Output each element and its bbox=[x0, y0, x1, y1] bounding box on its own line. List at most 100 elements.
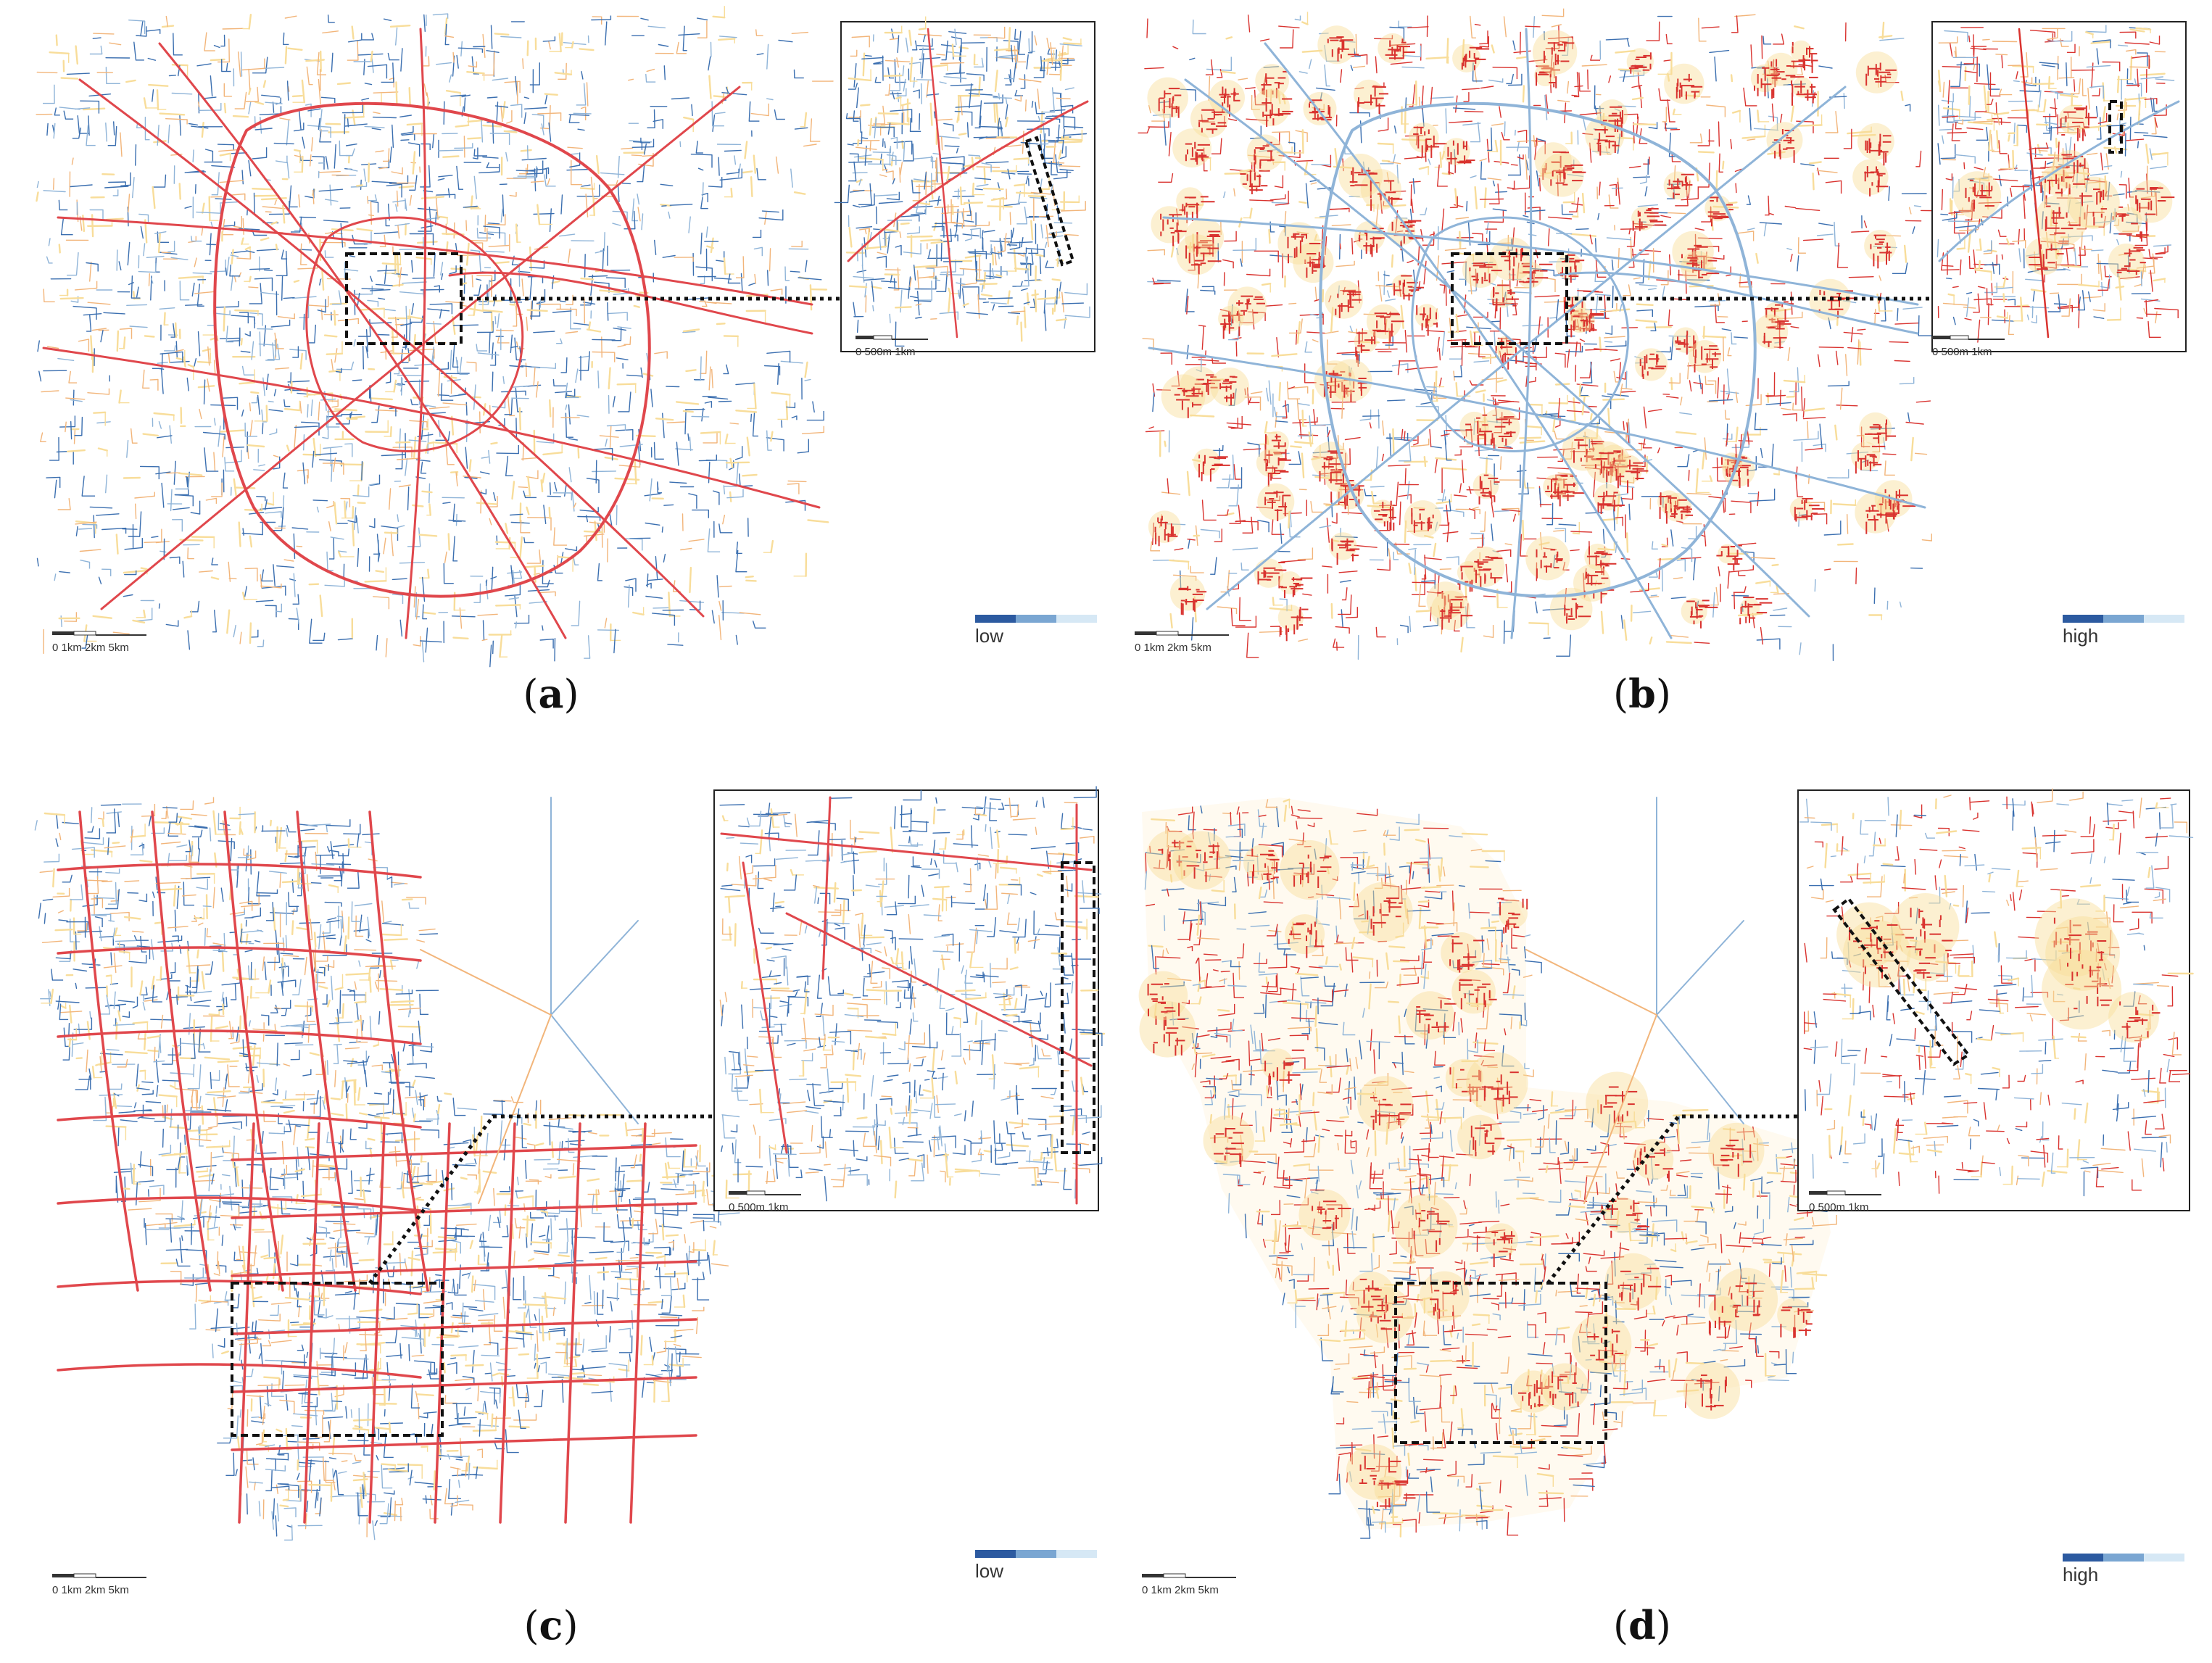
street-segment bbox=[791, 246, 803, 248]
street-segment bbox=[46, 476, 61, 478]
street-segment bbox=[1407, 26, 1429, 29]
street-segment bbox=[1302, 593, 1312, 596]
street-segment bbox=[122, 528, 138, 530]
street-segment bbox=[548, 122, 552, 142]
street-segment bbox=[415, 598, 420, 620]
street-segment bbox=[299, 352, 303, 370]
street-segment bbox=[1413, 507, 1425, 509]
street-segment bbox=[167, 353, 170, 364]
street-segment bbox=[191, 282, 195, 296]
radial-road bbox=[158, 42, 567, 639]
street-segment bbox=[985, 136, 1010, 140]
street-segment bbox=[1773, 347, 1784, 349]
street-segment bbox=[1836, 242, 1839, 268]
street-segment bbox=[753, 246, 763, 250]
street-segment bbox=[1794, 25, 1805, 30]
street-segment bbox=[549, 208, 552, 233]
street-segment bbox=[688, 539, 705, 542]
street-segment bbox=[954, 229, 958, 238]
street-segment bbox=[281, 507, 284, 531]
street-segment bbox=[471, 56, 475, 75]
street-segment bbox=[918, 275, 935, 279]
street-segment bbox=[459, 607, 463, 629]
street-segment bbox=[1773, 607, 1788, 611]
street-segment bbox=[908, 29, 912, 46]
street-segment bbox=[604, 456, 618, 460]
street-segment bbox=[85, 634, 88, 649]
street-segment bbox=[428, 207, 432, 232]
street-segment bbox=[1172, 46, 1179, 50]
street-segment bbox=[223, 306, 226, 332]
street-segment bbox=[157, 124, 160, 146]
street-segment bbox=[1056, 288, 1059, 305]
street-segment bbox=[1668, 309, 1670, 326]
street-segment bbox=[615, 429, 634, 431]
street-segment bbox=[931, 64, 948, 68]
street-segment bbox=[573, 556, 576, 565]
street-segment bbox=[318, 170, 341, 173]
street-segment bbox=[1009, 241, 1033, 244]
street-segment bbox=[133, 41, 137, 61]
street-segment bbox=[1277, 89, 1281, 104]
street-segment bbox=[392, 124, 394, 149]
street-segment bbox=[178, 472, 203, 476]
street-segment bbox=[1450, 345, 1475, 348]
street-segment bbox=[537, 112, 562, 115]
street-segment bbox=[175, 341, 178, 359]
street-segment bbox=[552, 310, 572, 313]
street-segment bbox=[1425, 56, 1449, 60]
street-segment bbox=[1416, 155, 1422, 159]
street-segment bbox=[93, 411, 107, 414]
street-segment bbox=[684, 409, 687, 435]
street-segment bbox=[395, 383, 402, 386]
street-segment bbox=[1430, 86, 1433, 107]
street-segment bbox=[472, 396, 481, 399]
street-segment bbox=[539, 298, 542, 308]
street-segment bbox=[874, 118, 877, 138]
street-segment bbox=[397, 514, 399, 522]
street-segment bbox=[565, 392, 568, 399]
street-segment bbox=[75, 252, 79, 276]
street-segment bbox=[216, 335, 219, 341]
street-segment bbox=[240, 51, 243, 77]
street-segment bbox=[326, 551, 328, 571]
street-segment bbox=[1438, 377, 1442, 388]
street-segment bbox=[878, 201, 903, 204]
street-segment bbox=[588, 275, 608, 278]
street-segment bbox=[1693, 382, 1703, 385]
street-segment bbox=[644, 493, 661, 497]
street-segment bbox=[619, 444, 643, 447]
street-segment bbox=[903, 78, 906, 92]
street-segment bbox=[254, 101, 265, 105]
street-segment bbox=[977, 294, 980, 319]
street-segment bbox=[302, 136, 305, 149]
street-segment bbox=[1322, 565, 1333, 568]
street-segment bbox=[1006, 188, 1008, 200]
street-segment bbox=[154, 231, 167, 234]
street-segment bbox=[1708, 399, 1733, 402]
street-segment bbox=[1238, 505, 1241, 524]
street-segment bbox=[655, 556, 658, 579]
street-segment bbox=[1722, 490, 1725, 513]
street-segment bbox=[981, 57, 984, 68]
street-segment bbox=[1232, 547, 1259, 551]
street-segment bbox=[1034, 289, 1037, 312]
street-segment bbox=[1686, 279, 1710, 281]
inset-scale-label-a: 0 500m 1km bbox=[856, 346, 916, 358]
street-segment bbox=[184, 205, 192, 209]
street-segment bbox=[1604, 294, 1607, 319]
street-segment bbox=[103, 312, 125, 315]
street-segment bbox=[982, 302, 990, 304]
street-segment bbox=[1433, 382, 1436, 399]
street-segment bbox=[283, 559, 294, 562]
street-segment bbox=[1733, 336, 1748, 339]
street-segment bbox=[990, 252, 1002, 255]
street-segment bbox=[756, 53, 764, 56]
street-segment bbox=[510, 565, 514, 586]
street-segment bbox=[320, 398, 336, 401]
street-segment bbox=[369, 289, 391, 291]
street-segment bbox=[912, 143, 914, 162]
street-segment bbox=[1470, 330, 1473, 347]
street-segment bbox=[980, 294, 993, 297]
street-segment bbox=[1388, 548, 1391, 560]
